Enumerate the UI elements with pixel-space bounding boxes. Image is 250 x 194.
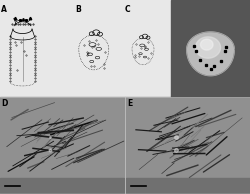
Bar: [0, 97, 125, 194]
Polygon shape: [200, 39, 213, 50]
Bar: [171, 0, 250, 97]
Text: B: B: [75, 5, 81, 14]
Bar: [126, 98, 250, 192]
Text: E: E: [128, 99, 133, 107]
Polygon shape: [187, 32, 234, 76]
Bar: [0, 178, 124, 192]
Bar: [126, 178, 250, 192]
Text: C: C: [125, 5, 130, 14]
Bar: [125, 97, 250, 194]
Bar: [0, 0, 250, 97]
Polygon shape: [196, 37, 220, 58]
Bar: [0, 98, 124, 192]
Text: D: D: [1, 99, 7, 107]
Text: A: A: [1, 5, 7, 14]
